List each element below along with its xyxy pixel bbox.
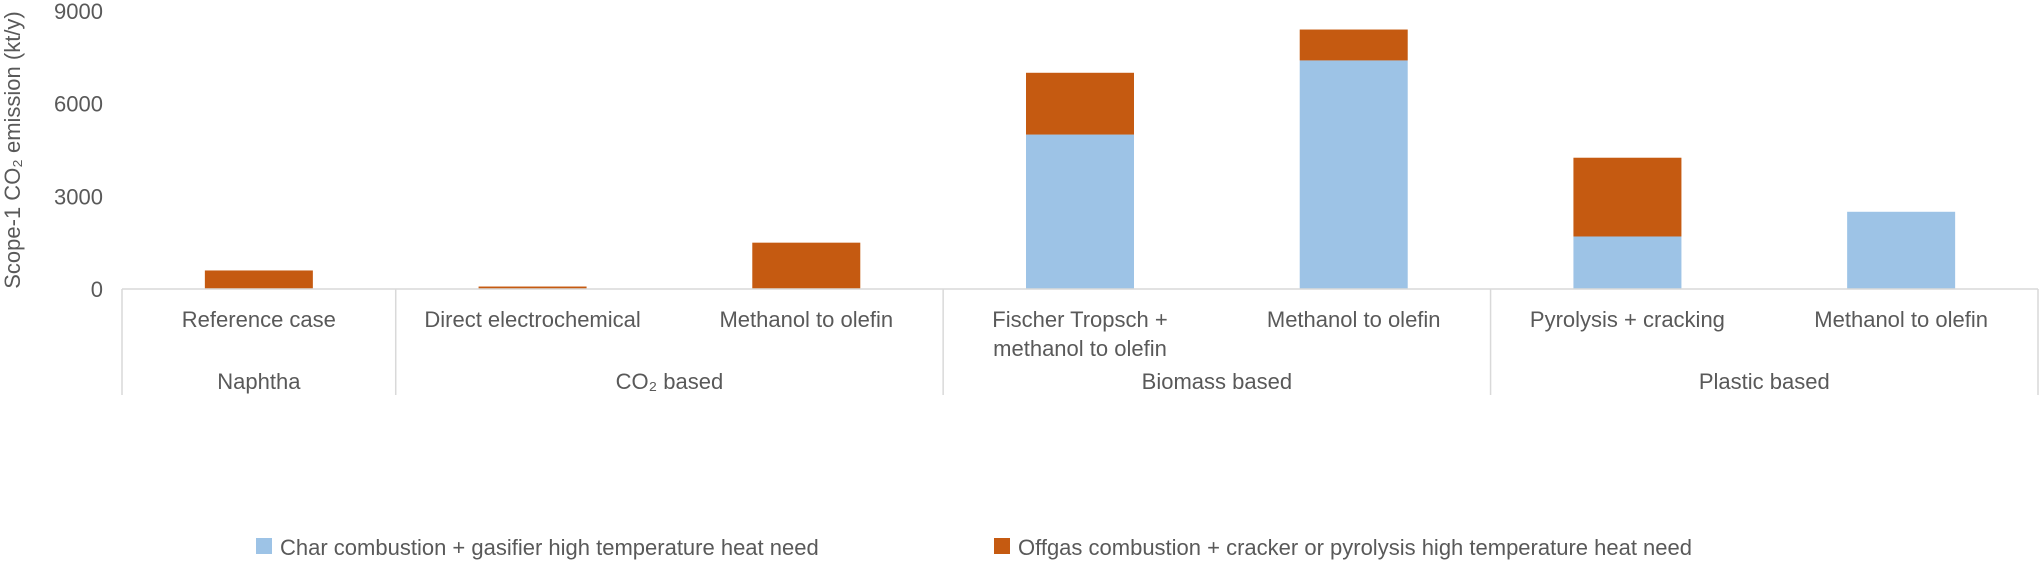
bar-segment-offgas-combustion [478,286,587,289]
bar-segment-char-combustion [1299,60,1408,289]
x-tick-label: Fischer Tropsch + [992,307,1167,332]
group-label: Plastic based [1699,369,1830,394]
legend-label: Char combustion + gasifier high temperat… [280,535,819,560]
x-tick-label: Direct electrochemical [424,307,640,332]
group-label: Biomass based [1142,369,1292,394]
x-tick-label: Reference case [182,307,336,332]
x-tick-label: methanol to olefin [993,336,1167,361]
y-tick-label: 3000 [54,184,103,209]
bar-segment-offgas-combustion [1573,157,1682,237]
legend-label: Offgas combustion + cracker or pyrolysis… [1018,535,1692,560]
y-axis-label: Scope-1 CO₂ emission (kt/y) [0,11,25,289]
y-tick-label: 0 [91,277,103,302]
bar-segment-offgas-combustion [1026,72,1134,135]
bar-segment-offgas-combustion [204,270,313,289]
group-label: Naphtha [217,369,301,394]
x-tick-label: Methanol to olefin [1814,307,1988,332]
x-tick-label: Methanol to olefin [1267,307,1441,332]
x-tick-label: Pyrolysis + cracking [1530,307,1725,332]
x-tick-label: Methanol to olefin [719,307,893,332]
y-tick-label: 6000 [54,92,103,117]
bar-segment-char-combustion [1573,236,1682,289]
bar-segment-char-combustion [1026,134,1134,289]
bar-segment-offgas-combustion [1299,29,1408,61]
legend-swatch [256,538,272,554]
group-label: CO₂ based [616,369,724,394]
legend-swatch [994,538,1010,554]
y-tick-label: 9000 [54,0,103,24]
bar-segment-offgas-combustion [752,242,861,289]
bar-segment-char-combustion [1847,211,1956,289]
